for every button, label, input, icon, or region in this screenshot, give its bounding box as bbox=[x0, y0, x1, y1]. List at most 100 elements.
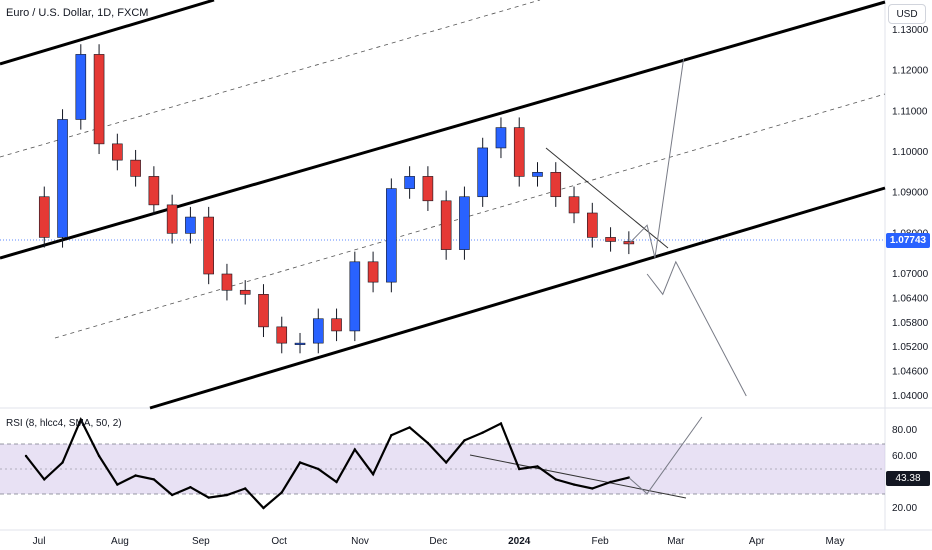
candle-body bbox=[349, 261, 361, 332]
candle-body bbox=[294, 342, 306, 345]
rsi-point bbox=[61, 461, 64, 464]
time-tick-label: Oct bbox=[271, 536, 287, 547]
candle-body bbox=[276, 326, 288, 344]
candle-body bbox=[185, 216, 196, 234]
candle-body bbox=[203, 216, 214, 275]
rsi-point bbox=[298, 461, 302, 464]
rsi-point bbox=[536, 465, 539, 468]
price-tick-label: 1.04600 bbox=[892, 367, 929, 378]
candle-body bbox=[130, 159, 141, 177]
rsi-point bbox=[408, 426, 411, 429]
candle-body bbox=[532, 172, 543, 177]
candle-body bbox=[75, 54, 87, 120]
price-tick-label: 1.11000 bbox=[892, 106, 928, 117]
candle-body bbox=[93, 54, 105, 145]
rsi-point bbox=[371, 473, 375, 476]
rsi-point bbox=[609, 480, 612, 484]
time-tick-label: Apr bbox=[749, 536, 765, 547]
price-tick-label: 1.13000 bbox=[892, 25, 929, 36]
rsi-point bbox=[262, 506, 265, 510]
rsi-tick-label: 80.00 bbox=[892, 425, 917, 436]
candle-body bbox=[386, 188, 397, 283]
rsi-title: RSI (8, hlcc4, SMA, 50, 2) bbox=[6, 418, 122, 429]
channel-mid-dashed-2 bbox=[54, 93, 886, 339]
rsi-point bbox=[499, 422, 503, 425]
projection-path-down bbox=[646, 260, 747, 397]
time-tick-label: Feb bbox=[592, 536, 610, 547]
rsi-point bbox=[24, 454, 28, 458]
rsi-point bbox=[43, 478, 46, 481]
candle-body bbox=[239, 289, 251, 295]
rsi-point bbox=[152, 478, 156, 481]
rsi-point bbox=[444, 461, 448, 464]
candle-body bbox=[112, 143, 123, 161]
price-tick-label: 1.04000 bbox=[892, 391, 929, 402]
rsi-point bbox=[572, 483, 576, 486]
rsi-point bbox=[317, 467, 320, 471]
candle-body bbox=[477, 147, 488, 198]
candle-body bbox=[513, 127, 525, 177]
rsi-trendline bbox=[469, 454, 687, 499]
price-tick-label: 1.05200 bbox=[892, 342, 929, 353]
price-tick-label: 1.05800 bbox=[892, 318, 929, 329]
price-tick-label: 1.10000 bbox=[892, 147, 929, 158]
candle-body bbox=[258, 294, 269, 328]
candle-body bbox=[550, 172, 562, 198]
candle-body bbox=[367, 261, 379, 283]
rsi-projection-path bbox=[628, 416, 703, 495]
rsi-point bbox=[554, 478, 557, 481]
currency-button[interactable]: USD bbox=[888, 4, 926, 24]
rsi-point bbox=[244, 487, 247, 490]
time-tick-label: Jul bbox=[33, 536, 46, 547]
chart-title: Euro / U.S. Dollar, 1D, FXCM bbox=[6, 7, 148, 19]
rsi-point bbox=[97, 454, 101, 458]
price-marks bbox=[38, 44, 747, 397]
rsi-point bbox=[463, 439, 466, 442]
projection-path bbox=[628, 58, 685, 258]
price-tick-label: 1.07000 bbox=[892, 269, 929, 280]
rsi-band bbox=[0, 444, 885, 494]
time-tick-label: 2024 bbox=[508, 536, 531, 547]
rsi-point bbox=[591, 487, 594, 490]
rsi-value-tag: 43.38 bbox=[886, 471, 930, 486]
candle-body bbox=[331, 318, 342, 332]
rsi-axis: 80.00 60.00 20.00 bbox=[892, 425, 917, 514]
rsi-point bbox=[134, 474, 137, 477]
rsi-point bbox=[426, 441, 430, 445]
channel-top-line bbox=[0, 0, 215, 66]
candle-body bbox=[221, 273, 233, 291]
time-tick-label: Dec bbox=[429, 536, 447, 547]
candle-body bbox=[495, 127, 507, 149]
rsi-point bbox=[207, 496, 210, 499]
candle-body bbox=[568, 196, 580, 214]
rsi-point bbox=[225, 493, 229, 497]
rsi-point bbox=[481, 431, 484, 434]
time-tick-label: Nov bbox=[351, 536, 369, 547]
candle-body bbox=[440, 200, 452, 250]
candle-body bbox=[605, 237, 616, 242]
rsi-point bbox=[189, 486, 192, 489]
descending-trendline bbox=[545, 147, 669, 249]
candle-body bbox=[459, 196, 470, 250]
rsi-point bbox=[79, 418, 83, 421]
rsi-marks bbox=[24, 416, 703, 510]
rsi-point bbox=[280, 491, 283, 494]
candle-body bbox=[57, 119, 68, 238]
channel-mid-dashed-1 bbox=[0, 0, 541, 158]
candle-body bbox=[422, 176, 434, 202]
rsi-point bbox=[390, 434, 393, 437]
time-tick-label: Sep bbox=[192, 536, 210, 547]
time-tick-label: Aug bbox=[111, 536, 129, 547]
rsi-line bbox=[25, 416, 630, 510]
time-axis: Jul Aug Sep Oct Nov Dec 2024 Feb Mar Apr May bbox=[33, 536, 845, 547]
rsi-tick-label: 60.00 bbox=[892, 451, 917, 462]
rsi-point bbox=[170, 493, 174, 497]
candle-body bbox=[38, 196, 50, 238]
rsi-point bbox=[518, 467, 521, 471]
time-tick-label: Mar bbox=[667, 536, 685, 547]
last-price-tag: 1.07743 bbox=[886, 233, 930, 248]
price-tick-label: 1.09000 bbox=[892, 188, 929, 199]
rsi-point bbox=[353, 448, 357, 451]
candle-body bbox=[166, 204, 178, 234]
